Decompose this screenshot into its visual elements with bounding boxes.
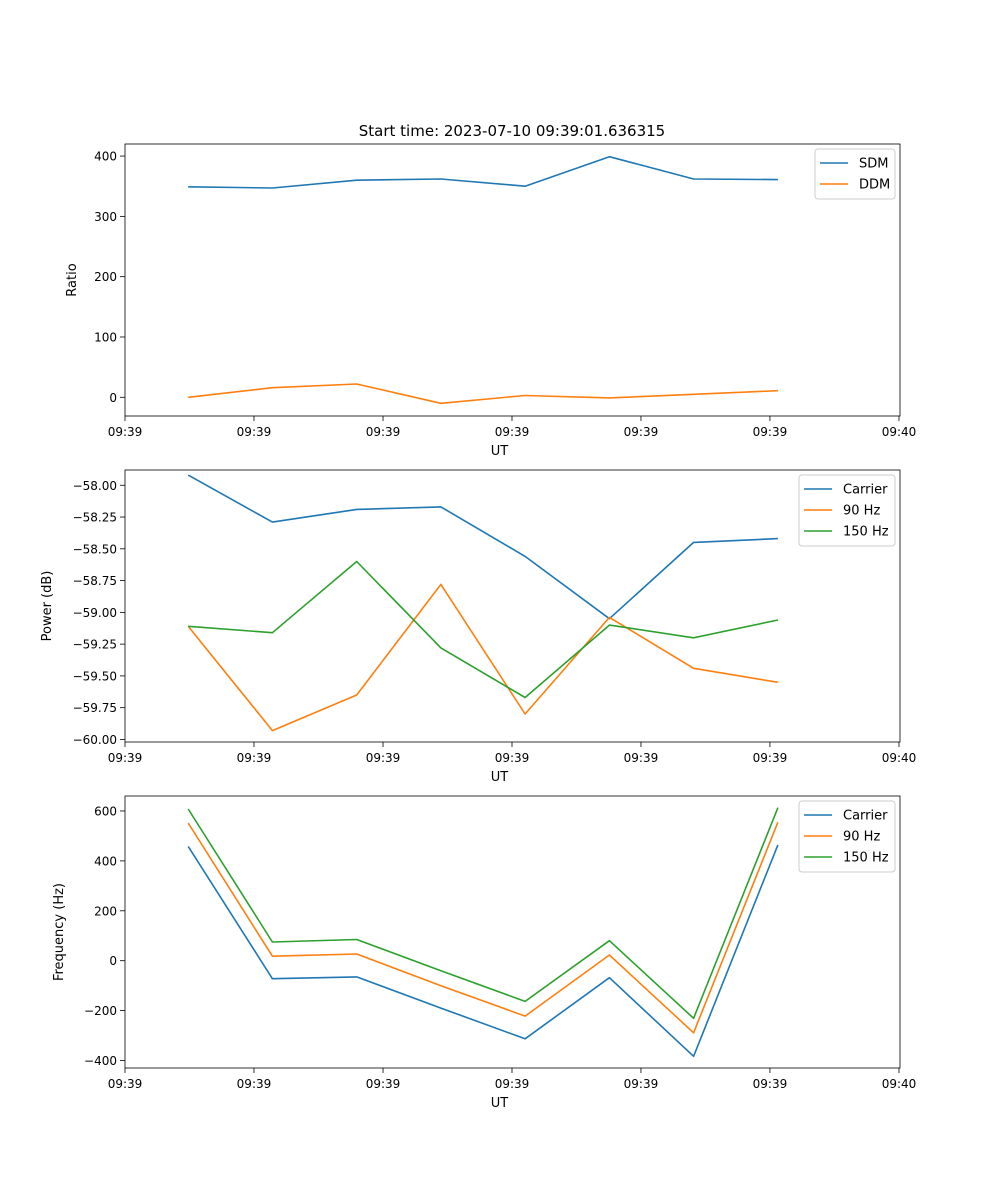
y-tick-label: −200 [84, 1004, 117, 1018]
legend-label: SDM [859, 157, 888, 172]
axes-frame [124, 795, 901, 1069]
y-tick-label: 0 [109, 391, 117, 405]
y-tick-label: −58.75 [73, 574, 117, 588]
subplot-2: 09:39 09:39 09:39 09:39 09:39 09:39 09:40 −58.0… [40, 469, 917, 785]
x-axis-label: UT [491, 444, 509, 459]
x-axis-label: UT [491, 770, 509, 785]
x-tick-label: 09:39 [237, 751, 272, 765]
x-tick-label: 09:39 [366, 425, 401, 439]
legend: Carrier 90 Hz 150 Hz [798, 474, 896, 547]
series-line-90-hz [187, 583, 779, 732]
y-tick-label: −58.00 [73, 479, 117, 493]
y-axis-label: Ratio [65, 263, 80, 296]
y-tick-label: 200 [94, 904, 117, 918]
chart-title: Start time: 2023-07-10 09:39:01.636315 [359, 122, 665, 140]
x-axis-label: UT [491, 1096, 509, 1111]
y-tick-label: 0 [109, 954, 117, 968]
x-tick-label: 09:39 [753, 751, 788, 765]
axes-frame [124, 469, 901, 743]
y-tick-label: −58.25 [73, 511, 117, 525]
y-tick-label: −60.00 [73, 733, 117, 747]
x-tick-label: 09:39 [237, 425, 272, 439]
subplot-3: 09:39 09:39 09:39 09:39 09:39 09:39 09:40 600 40… [52, 795, 917, 1111]
y-tick-label: 300 [94, 210, 117, 224]
series-line-90-hz [187, 821, 779, 1034]
y-axis-label: Frequency (Hz) [52, 883, 67, 981]
series-line-sdm [188, 155, 778, 189]
y-tick-label: −59.25 [73, 638, 117, 652]
legend-label: 90 Hz [843, 504, 880, 519]
y-tick-label: 400 [94, 854, 117, 868]
x-tick-label: 09:40 [882, 425, 917, 439]
series-line-carrier [187, 474, 778, 620]
x-tick-label: 09:39 [108, 425, 143, 439]
legend-box [814, 148, 896, 200]
x-tick-label: 09:39 [495, 1077, 530, 1091]
x-tick-label: 09:39 [108, 1077, 143, 1091]
legend-label: DDM [859, 178, 890, 193]
x-tick-label: 09:39 [237, 1077, 272, 1091]
y-tick-label: −59.75 [73, 701, 117, 715]
x-tick-label: 09:39 [624, 425, 659, 439]
x-tick-label: 09:39 [624, 1077, 659, 1091]
y-tick-label: −58.50 [73, 542, 117, 556]
x-tick-label: 09:40 [882, 1077, 917, 1091]
legend-box [798, 474, 896, 547]
legend-label: 150 Hz [843, 851, 889, 866]
x-tick-label: 09:40 [882, 751, 917, 765]
y-tick-label: 400 [94, 150, 117, 164]
y-tick-label: −400 [84, 1054, 117, 1068]
legend-label: Carrier [843, 809, 888, 824]
x-tick-label: 09:39 [495, 425, 530, 439]
x-tick-label: 09:39 [753, 1077, 788, 1091]
legend-box [798, 800, 896, 873]
y-tick-label: 200 [94, 270, 117, 284]
legend-label: Carrier [843, 483, 888, 498]
y-tick-label: −59.50 [73, 669, 117, 683]
y-tick-label: 600 [94, 804, 117, 818]
x-tick-label: 09:39 [366, 751, 401, 765]
legend-label: 150 Hz [843, 525, 889, 540]
series-line-ddm [188, 383, 778, 405]
series-line-carrier [187, 844, 779, 1058]
series-line-150-hz [188, 560, 779, 699]
axes-frame [124, 143, 901, 417]
legend: SDM DDM [814, 148, 896, 200]
legend-label: 90 Hz [843, 830, 880, 845]
x-tick-label: 09:39 [495, 751, 530, 765]
x-tick-label: 09:39 [366, 1077, 401, 1091]
y-tick-label: −59.00 [73, 606, 117, 620]
series-line-150-hz [187, 807, 779, 1020]
x-tick-label: 09:39 [624, 751, 659, 765]
y-axis-label: Power (dB) [40, 571, 55, 642]
subplot-1: 09:39 09:39 09:39 09:39 09:39 09:39 09:40 0 100 2… [65, 143, 917, 459]
legend: Carrier 90 Hz 150 Hz [798, 800, 896, 873]
x-tick-label: 09:39 [753, 425, 788, 439]
x-tick-label: 09:39 [108, 751, 143, 765]
y-tick-label: 100 [94, 330, 117, 344]
